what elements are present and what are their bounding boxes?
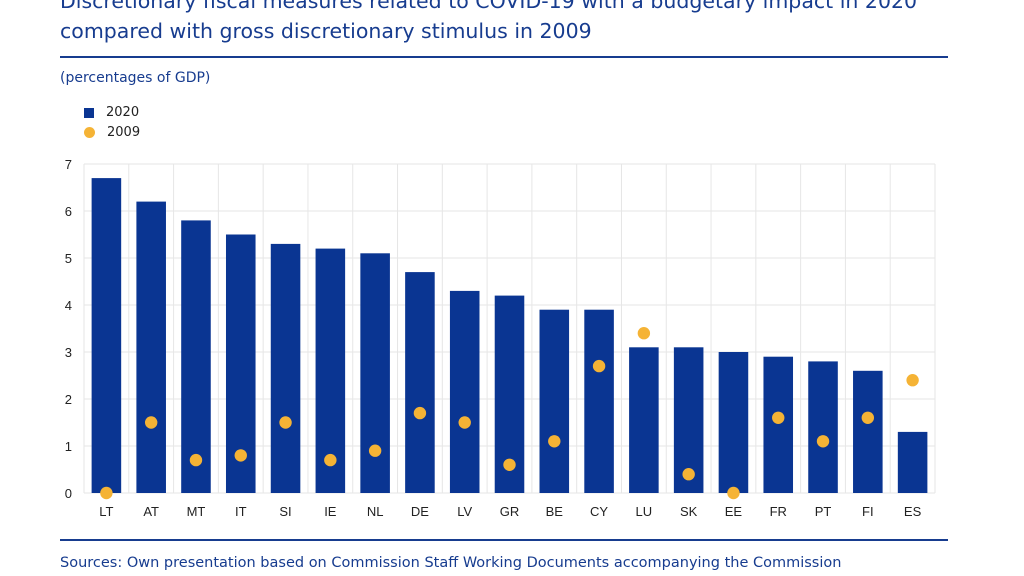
x-tick-label: PT: [815, 504, 832, 519]
point-2009-SI: [279, 416, 292, 429]
bar-2020-LT: [91, 178, 122, 493]
bar-2020-PT: [808, 361, 838, 493]
bar-2020-MT: [181, 220, 211, 493]
bar-2020-IE: [315, 248, 346, 493]
y-tick-label: 4: [65, 298, 72, 313]
point-2009-IE: [324, 453, 337, 467]
bar-2020-LU: [629, 347, 659, 493]
point-2009-GR: [503, 458, 516, 471]
x-tick-label: NL: [367, 504, 384, 519]
point-2009-ES: [906, 374, 919, 387]
point-2009-LV: [458, 416, 471, 429]
bar-2020-SI: [270, 243, 301, 493]
footer-divider: [60, 539, 948, 541]
legend-item-2020: 2020: [84, 105, 139, 120]
bar-2020-CY: [584, 309, 614, 493]
sources-note: Sources: Own presentation based on Commi…: [60, 555, 842, 571]
x-tick-label: FI: [862, 504, 874, 519]
x-tick-label: EE: [725, 504, 743, 519]
x-tick-label: MT: [187, 504, 206, 519]
point-2009-NL: [368, 444, 382, 457]
x-tick-label: IE: [324, 504, 337, 519]
point-2009-FI: [861, 411, 875, 424]
x-tick-label: DE: [411, 504, 429, 519]
point-2009-SK: [682, 468, 695, 481]
point-2009-FR: [772, 411, 785, 424]
chart-subtitle: (percentages of GDP): [60, 70, 211, 86]
legend-item-2009: 2009: [84, 125, 140, 140]
point-2009-CY: [592, 359, 606, 373]
point-2009-AT: [144, 416, 158, 429]
bar-2020-EE: [718, 352, 749, 493]
point-2009-PT: [816, 435, 830, 448]
legend-label-2020: 2020: [106, 105, 140, 120]
x-tick-label: LU: [636, 504, 653, 519]
title-divider: [60, 56, 948, 58]
y-tick-label: 0: [65, 486, 72, 501]
bar-2020-AT: [136, 201, 166, 493]
x-tick-label: AT: [143, 504, 159, 519]
y-tick-label: 6: [65, 204, 72, 219]
x-tick-label: ES: [904, 504, 922, 519]
x-tick-label: FR: [770, 504, 787, 519]
legend-label-2009: 2009: [107, 125, 141, 140]
point-2009-MT: [189, 453, 203, 467]
x-tick-label: BE: [546, 504, 564, 519]
legend-swatch-2009: [84, 127, 95, 138]
y-tick-label: 1: [65, 439, 72, 454]
point-2009-IT: [234, 449, 247, 462]
x-tick-label: SI: [279, 504, 291, 519]
x-tick-label: IT: [235, 504, 247, 519]
x-tick-label: CY: [590, 504, 608, 519]
point-2009-LT: [100, 486, 113, 500]
point-2009-EE: [727, 486, 740, 500]
legend-swatch-2020: [84, 107, 94, 118]
x-tick-label: GR: [500, 504, 520, 519]
bar-2020-BE: [539, 309, 570, 493]
bar-2020-ES: [897, 431, 928, 493]
y-tick-label: 2: [65, 392, 72, 407]
x-tick-label: LT: [99, 504, 113, 519]
bar-2020-LV: [449, 290, 480, 493]
x-tick-label: SK: [680, 504, 698, 519]
point-2009-BE: [548, 435, 561, 448]
chart-title: Discretionary fiscal measures related to…: [60, 0, 918, 43]
y-tick-label: 5: [65, 251, 72, 266]
point-2009-LU: [637, 327, 651, 340]
x-tick-label: LV: [457, 504, 472, 519]
bar-2020-FR: [763, 356, 794, 493]
y-tick-label: 7: [65, 157, 72, 172]
bar-2020-FI: [853, 370, 883, 493]
y-tick-label: 3: [65, 345, 72, 360]
point-2009-DE: [413, 406, 427, 420]
bar-2020-DE: [405, 272, 435, 493]
bar-2020-NL: [360, 253, 390, 493]
